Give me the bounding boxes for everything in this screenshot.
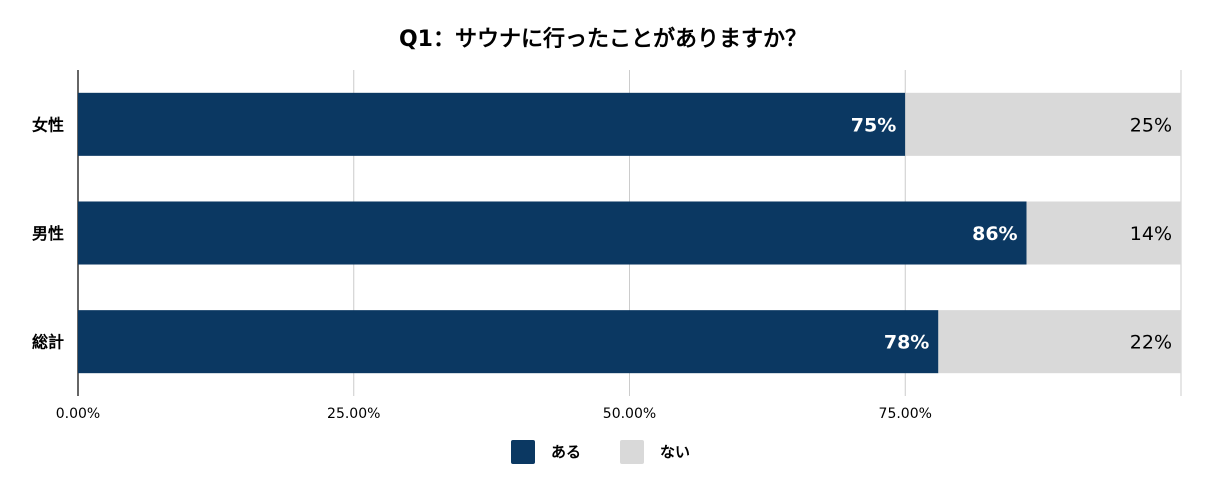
category-label: 女性 bbox=[32, 115, 64, 134]
data-label: 86% bbox=[972, 223, 1017, 245]
data-label: 14% bbox=[1130, 223, 1172, 245]
x-tick-label: 50.00% bbox=[603, 406, 656, 422]
data-label: 75% bbox=[851, 114, 896, 136]
bar-segment bbox=[78, 92, 906, 156]
category-label: 男性 bbox=[32, 224, 64, 243]
bar-segment bbox=[938, 310, 1181, 374]
legend-swatch bbox=[620, 440, 644, 464]
x-tick-labels: 0.00% 25.00% 50.00% 75.00% bbox=[56, 406, 932, 422]
data-label: 25% bbox=[1130, 114, 1172, 136]
bar-segment bbox=[78, 310, 939, 374]
bar-segment bbox=[78, 201, 1027, 265]
legend-swatch bbox=[511, 440, 535, 464]
legend-label: ない bbox=[660, 443, 690, 461]
data-label: 22% bbox=[1130, 332, 1172, 354]
x-tick-label: 0.00% bbox=[56, 406, 100, 422]
category-label: 総計 bbox=[32, 333, 64, 352]
legend: ある ない bbox=[511, 440, 690, 464]
bar-segment bbox=[1026, 201, 1181, 265]
bars: 75% 25% 86% 14% 78% 22% bbox=[78, 92, 1181, 374]
bar-segment bbox=[905, 92, 1181, 156]
legend-label: ある bbox=[551, 443, 581, 461]
data-label: 78% bbox=[884, 332, 929, 354]
x-tick-label: 25.00% bbox=[327, 406, 380, 422]
chart-title: Q1：サウナに行ったことがありますか？ bbox=[399, 26, 807, 52]
x-tick-label: 75.00% bbox=[879, 406, 932, 422]
